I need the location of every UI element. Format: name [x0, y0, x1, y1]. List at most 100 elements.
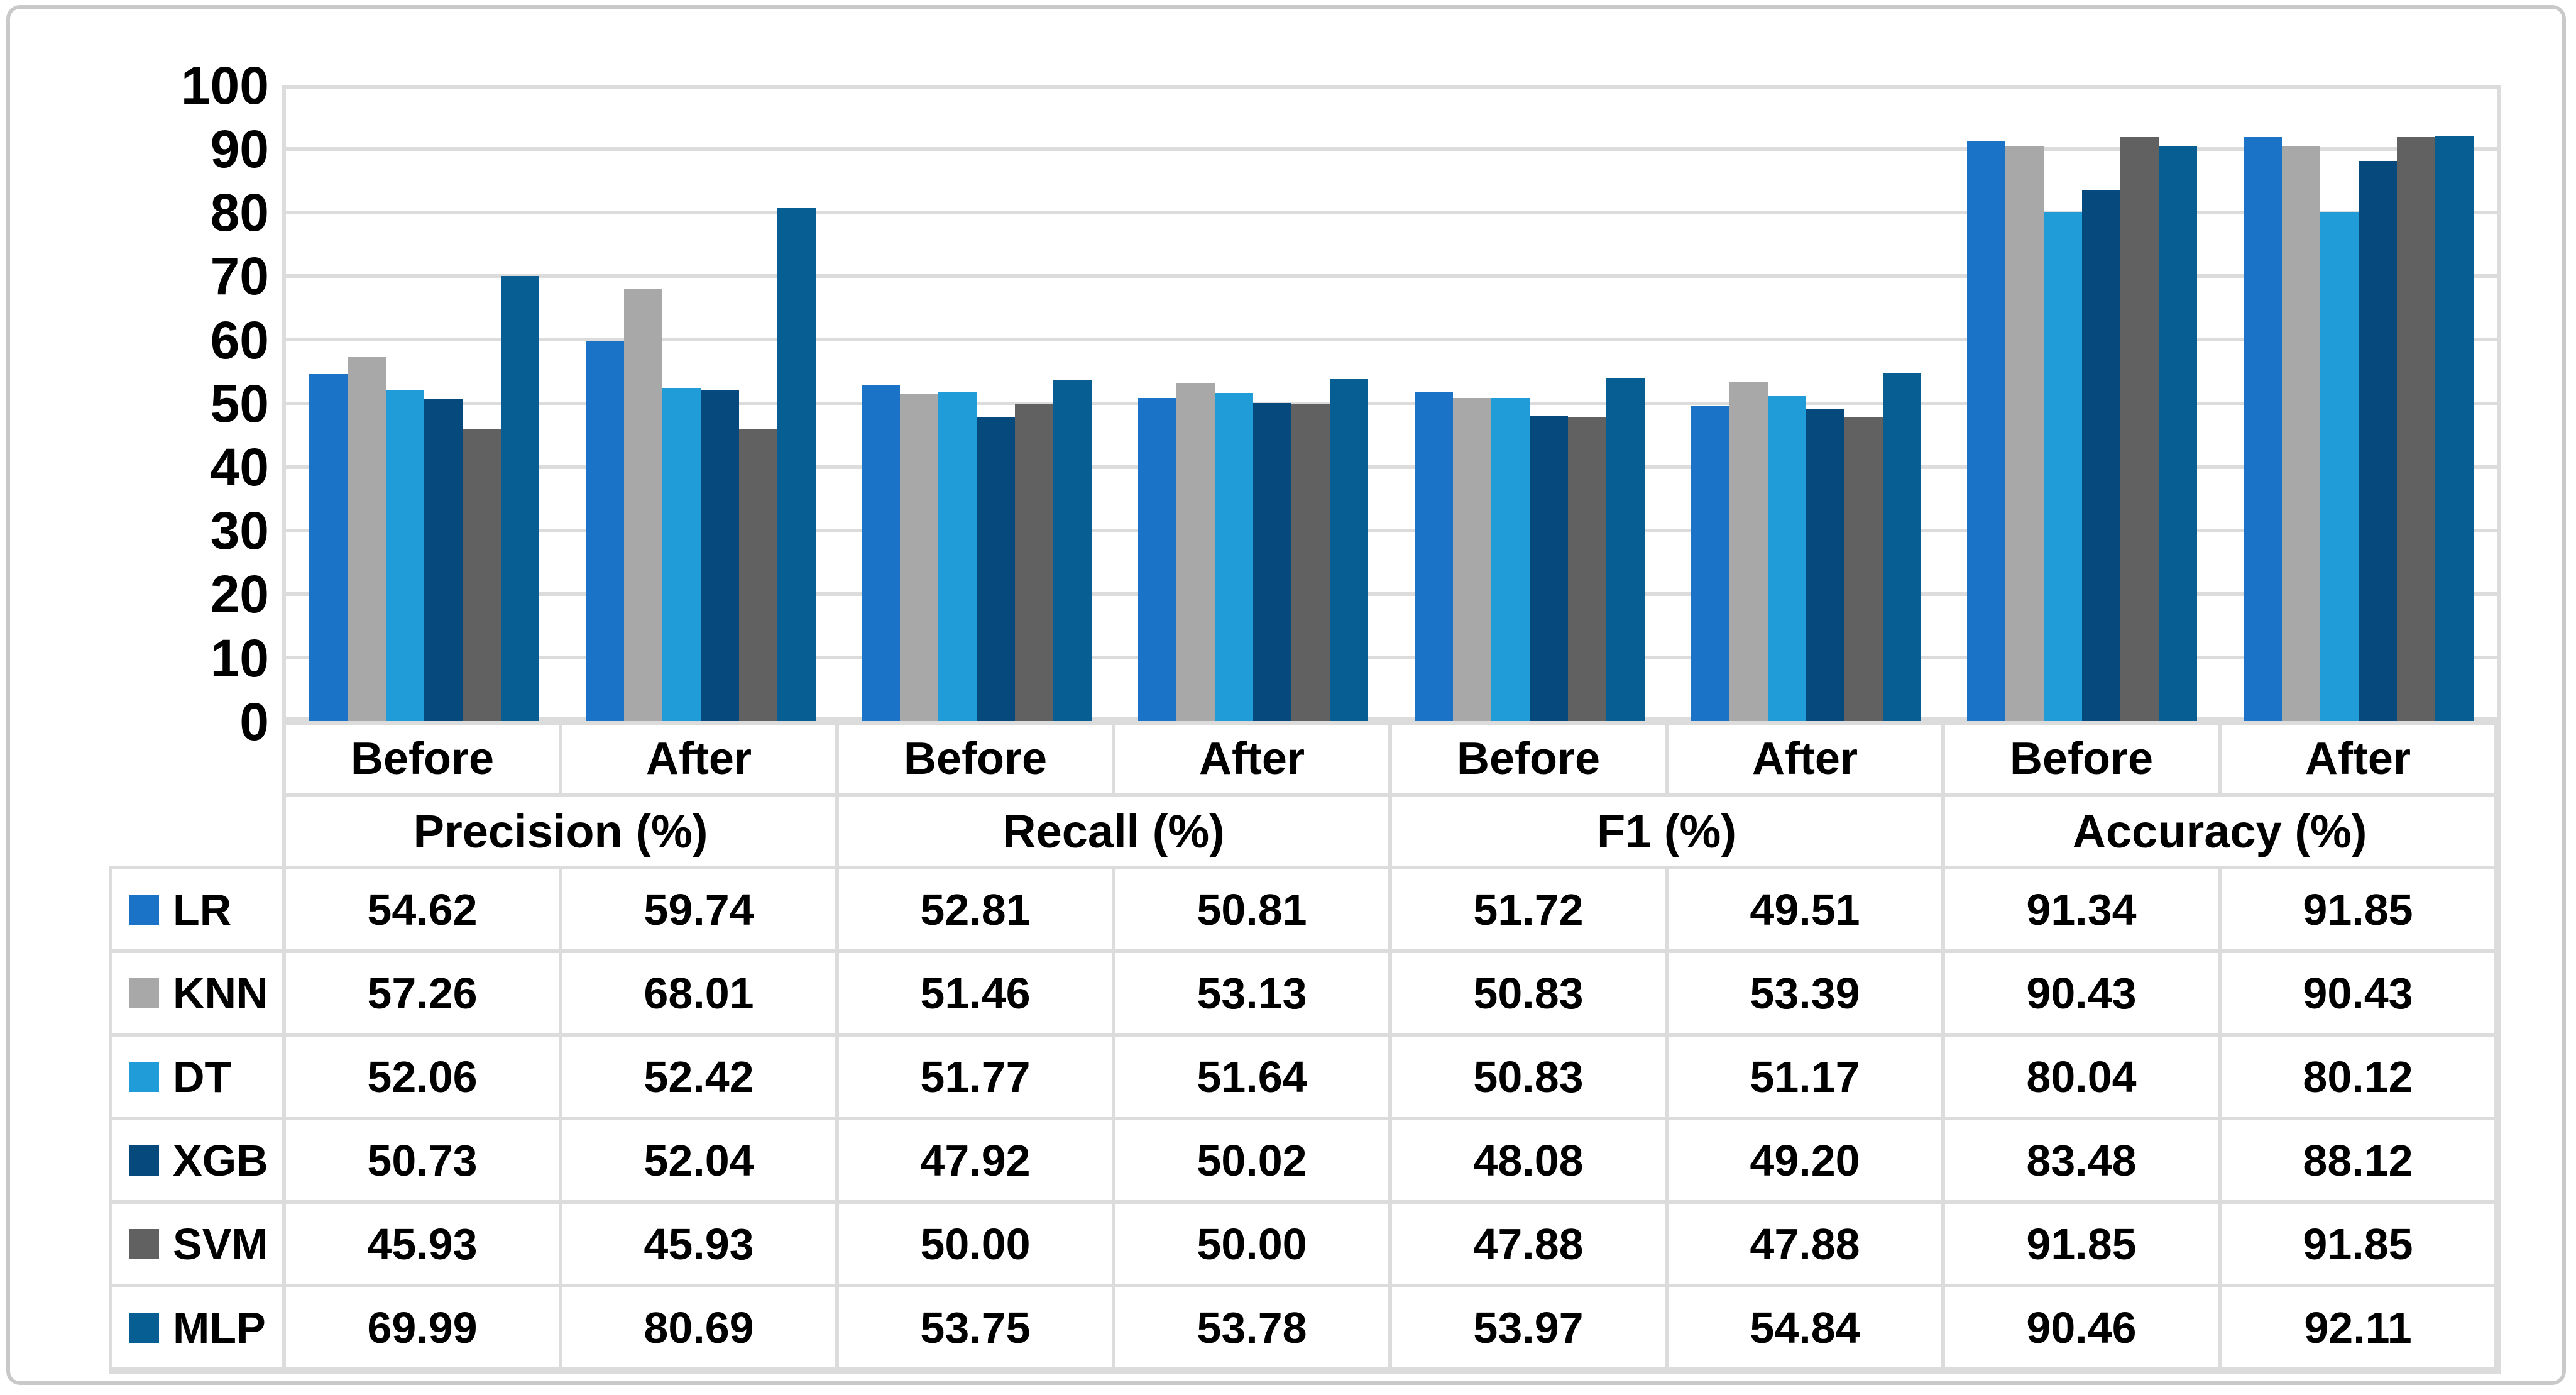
table-value: 47.88: [1665, 1200, 1941, 1284]
table-corner-spacer: [109, 793, 282, 866]
legend-label-svm: SVM: [173, 1219, 268, 1269]
y-axis-tick-label: 100: [180, 56, 269, 115]
bar-group-accuracy-after: [2220, 85, 2497, 721]
legend-item-knn: KNN: [109, 949, 282, 1033]
bar-dt: [662, 388, 701, 721]
table-value: 50.81: [1112, 866, 1388, 949]
bar-svm: [2397, 137, 2436, 721]
legend-label-knn: KNN: [173, 968, 268, 1018]
y-axis-tick-label: 40: [210, 438, 269, 497]
bar-group-recall-after: [1115, 85, 1391, 721]
bar-dt: [385, 390, 424, 721]
plot-area: [282, 85, 2501, 721]
legend-item-xgb: XGB: [109, 1117, 282, 1200]
table-value: 45.93: [282, 1200, 559, 1284]
table-value: 51.77: [835, 1033, 1112, 1117]
bar-svm: [1567, 416, 1606, 721]
bar-lr: [1691, 406, 1729, 721]
bar-xgb: [2082, 190, 2121, 721]
table-value: 83.48: [1941, 1117, 2218, 1200]
legend-item-svm: SVM: [109, 1200, 282, 1284]
table-value: 53.13: [1112, 949, 1388, 1033]
table-value: 80.69: [559, 1284, 835, 1367]
x-axis-label: Before: [1941, 721, 2218, 793]
table-value: 52.04: [559, 1117, 835, 1200]
bar-mlp: [1053, 379, 1092, 721]
table-value: 91.34: [1941, 866, 2218, 949]
legend-label-dt: DT: [173, 1052, 232, 1101]
gridline: [286, 655, 2497, 659]
bar-svm: [1015, 403, 1054, 721]
bar-group-accuracy-before: [1944, 85, 2221, 721]
table-value: 51.72: [1388, 866, 1665, 949]
bar-dt: [2320, 212, 2359, 721]
bar-mlp: [777, 208, 816, 721]
legend-item-dt: DT: [109, 1033, 282, 1117]
bar-lr: [585, 341, 624, 721]
metric-group-label: Recall (%): [835, 793, 1388, 866]
bar-knn: [900, 394, 939, 721]
y-axis-tick-label: 50: [210, 374, 269, 433]
bar-svm: [462, 429, 501, 721]
bar-xgb: [1253, 403, 1292, 721]
table-value: 50.73: [282, 1117, 559, 1200]
gridline: [286, 592, 2497, 596]
legend-swatch-mlp: [129, 1312, 159, 1343]
bar-knn: [1729, 382, 1768, 721]
bar-group-precision-before: [286, 85, 562, 721]
table-value: 52.81: [835, 866, 1112, 949]
table-value: 90.43: [2218, 949, 2494, 1033]
table-value: 90.46: [1941, 1284, 2218, 1367]
x-axis-label: After: [2218, 721, 2494, 793]
bar-dt: [1215, 392, 1254, 721]
legend-swatch-svm: [129, 1228, 159, 1259]
table-value: 45.93: [559, 1200, 835, 1284]
y-axis-tick-label: 80: [210, 183, 269, 242]
x-axis-label: After: [1665, 721, 1941, 793]
bar-svm: [2120, 137, 2159, 721]
legend-swatch-xgb: [129, 1145, 159, 1176]
legend-item-mlp: MLP: [109, 1284, 282, 1367]
bar-mlp: [1330, 379, 1369, 721]
table-value: 50.83: [1388, 949, 1665, 1033]
table-value: 49.20: [1665, 1117, 1941, 1200]
table-value: 52.06: [282, 1033, 559, 1117]
table-value: 53.78: [1112, 1284, 1388, 1367]
table-value: 51.17: [1665, 1033, 1941, 1117]
bar-group-recall-before: [839, 85, 1115, 721]
bar-group-f1-after: [1668, 85, 1944, 721]
bar-xgb: [2359, 161, 2398, 721]
bar-lr: [2244, 137, 2283, 721]
table-value: 68.01: [559, 949, 835, 1033]
bar-knn: [1452, 398, 1491, 721]
x-axis-label: Before: [835, 721, 1112, 793]
bar-dt: [938, 392, 977, 721]
bar-xgb: [424, 399, 463, 721]
bar-knn: [1176, 383, 1215, 721]
metric-group-label: F1 (%): [1388, 793, 1941, 866]
bar-lr: [309, 373, 348, 721]
table-value: 50.02: [1112, 1117, 1388, 1200]
x-axis-label: After: [559, 721, 835, 793]
legend-item-lr: LR: [109, 866, 282, 949]
bar-mlp: [500, 276, 539, 721]
legend-swatch-dt: [129, 1061, 159, 1092]
bar-group-f1-before: [1391, 85, 1668, 721]
y-axis-tick-label: 10: [210, 629, 269, 688]
y-axis-tick-label: 20: [210, 565, 269, 624]
y-axis-tick-label: 70: [210, 246, 269, 306]
gridlines: [286, 85, 2497, 721]
bar-groups: [286, 85, 2497, 721]
gridline: [286, 147, 2497, 152]
data-table: Before After Before After Before After B…: [109, 721, 2501, 1374]
bar-svm: [1844, 416, 1883, 721]
bar-xgb: [700, 390, 739, 721]
table-value: 53.39: [1665, 949, 1941, 1033]
bar-knn: [347, 357, 386, 721]
bar-mlp: [2435, 135, 2474, 721]
table-value: 57.26: [282, 949, 559, 1033]
table-value: 48.08: [1388, 1117, 1665, 1200]
table-value: 80.04: [1941, 1033, 2218, 1117]
x-axis-label: After: [1112, 721, 1388, 793]
table-value: 53.97: [1388, 1284, 1665, 1367]
